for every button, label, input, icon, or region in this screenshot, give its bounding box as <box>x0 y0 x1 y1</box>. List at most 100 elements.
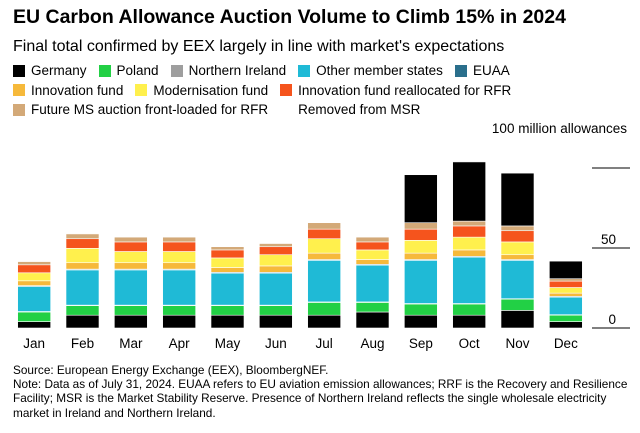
bar-segment <box>65 238 100 249</box>
chart-footer: Source: European Energy Exchange (EEX), … <box>13 363 628 420</box>
legend-item-innovation-fund: Innovation fund <box>13 83 123 98</box>
x-tick-label: Jan <box>23 336 45 351</box>
legend-label: Modernisation fund <box>153 82 269 98</box>
bar-segment <box>500 298 535 311</box>
bar-segment <box>65 314 100 329</box>
bar-segment <box>162 269 196 306</box>
x-tick-label: Dec <box>554 336 578 351</box>
bar-segment <box>307 314 341 329</box>
bar-segment <box>259 243 293 248</box>
bar-segment <box>404 222 438 230</box>
bar-segment <box>210 267 245 273</box>
bar-segment <box>17 321 51 329</box>
bar-segment <box>162 314 196 329</box>
bar-segment <box>114 241 148 252</box>
bar-segment <box>307 238 341 254</box>
bar-segment <box>114 269 148 306</box>
legend-swatch <box>13 103 25 116</box>
bar-segment <box>17 311 51 322</box>
bar-segment <box>307 260 341 303</box>
bar-segment <box>162 305 196 316</box>
bar-segment <box>549 280 583 288</box>
bar-segment <box>452 161 486 222</box>
chart-subtitle: Final total confirmed by EEX largely in … <box>13 38 505 55</box>
legend-item-innovation-fund-rfr: Innovation fund reallocated for RFR <box>280 83 511 98</box>
bar-segment <box>500 310 535 329</box>
x-tick-label: Mar <box>119 336 143 351</box>
legend-label: Innovation fund reallocated for RFR <box>298 82 512 98</box>
bar-segment <box>404 314 438 329</box>
legend-label: Removed from MSR <box>298 102 421 118</box>
legend-item-northern-ireland: Northern Ireland <box>170 63 287 79</box>
legend-item-euaa: EUAA <box>454 63 510 78</box>
bar-segment <box>549 292 583 297</box>
legend-row-2: Innovation fund Modernisation fund Innov… <box>13 81 633 101</box>
legend-label: Future MS auction front-loaded for RFR <box>31 102 269 118</box>
y-tick-label: 50 <box>601 232 616 247</box>
bar-segment <box>452 249 486 257</box>
bar-segment <box>114 262 148 270</box>
footnote: Note: Data as of July 31, 2024. EUAA ref… <box>13 377 628 420</box>
legend-label: Other member states <box>316 63 443 79</box>
x-tick-label: Aug <box>360 336 384 351</box>
legend-swatch <box>298 64 311 77</box>
bar-segment <box>17 272 51 282</box>
bar-segment <box>65 233 100 240</box>
legend-swatch <box>98 64 111 77</box>
chart-title: EU Carbon Allowance Auction Volume to Cl… <box>13 6 566 28</box>
bar-segment <box>210 249 245 259</box>
bar-segment <box>307 302 341 316</box>
bar-segment <box>210 305 245 316</box>
legend-label: Germany <box>31 63 87 79</box>
bar-segment <box>162 236 196 243</box>
bar-segment <box>404 303 438 316</box>
x-tick-label: Sep <box>409 336 433 351</box>
bar-segment <box>549 260 583 280</box>
bar-segment <box>259 272 293 306</box>
bar-segment <box>162 251 196 264</box>
bar-segment <box>114 305 148 316</box>
bar-segment <box>259 254 293 267</box>
legend-item-other-member-states: Other member states <box>298 63 443 78</box>
y-axis-unit-label: 100 million allowances <box>491 121 627 136</box>
legend-item-poland: Poland <box>98 63 159 78</box>
bar-segment <box>210 257 245 268</box>
bar-segment <box>65 262 100 270</box>
bar-segment <box>162 262 196 270</box>
bar-segment <box>500 254 535 260</box>
bar-segment <box>307 222 341 230</box>
y-tick-label: 0 <box>608 312 616 327</box>
x-tick-label: Oct <box>459 336 480 351</box>
bar-segment <box>17 261 51 266</box>
bar-segment <box>452 220 486 227</box>
legend-item-removed-from-msr: Removed from MSR <box>280 102 420 117</box>
bar-segment <box>500 225 535 232</box>
x-tick-label: Jun <box>265 336 287 351</box>
bar-segment <box>307 228 341 240</box>
bar-segment <box>355 241 390 251</box>
legend-row-3: Future MS auction front-loaded for RFR R… <box>13 100 633 120</box>
bar-segment <box>355 264 390 303</box>
legend-label: Northern Ireland <box>188 63 287 79</box>
bar-segment <box>404 260 438 304</box>
bar-segment <box>259 314 293 329</box>
x-tick-label: May <box>215 336 241 351</box>
bar-segment <box>114 236 148 243</box>
bar-segment <box>355 249 390 260</box>
bar-segment <box>355 259 390 265</box>
bar-segment <box>17 264 51 274</box>
bar-segment <box>549 321 583 329</box>
x-tick-label: Jul <box>316 336 333 351</box>
x-tick-label: Nov <box>505 336 529 351</box>
x-tick-label: Feb <box>71 336 94 351</box>
bar-segment <box>259 265 293 273</box>
legend-label: Innovation fund <box>31 82 124 98</box>
legend-item-germany: Germany <box>13 63 87 78</box>
legend-swatch <box>135 84 148 97</box>
bar-segment <box>404 252 438 260</box>
bar-segment <box>307 252 341 260</box>
bar-segment <box>65 269 100 306</box>
legend-swatch <box>13 64 25 77</box>
bar-segment <box>404 228 438 241</box>
